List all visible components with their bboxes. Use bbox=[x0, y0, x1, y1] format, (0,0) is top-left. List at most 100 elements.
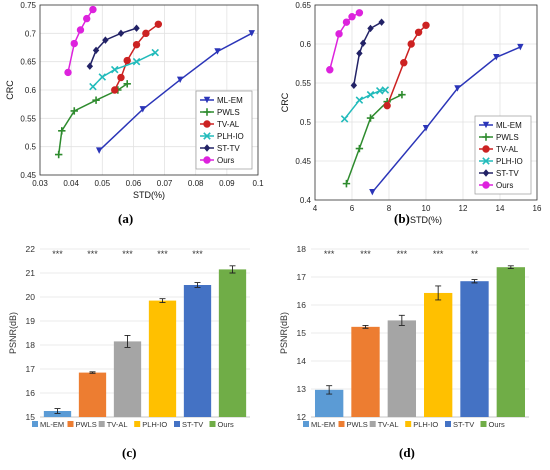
error-bar bbox=[159, 298, 166, 303]
legend-label: PWLS bbox=[347, 420, 368, 429]
legend-marker bbox=[482, 181, 490, 189]
legend-swatch bbox=[134, 421, 141, 427]
legend-swatch bbox=[480, 421, 487, 427]
legend-marker bbox=[482, 145, 490, 153]
data-point bbox=[493, 54, 500, 61]
legend-label: TV-AL bbox=[378, 420, 399, 429]
chart-a: 0.03 0.04 0.05 0.06 0.07 0.08 0.09 0.1 0.45 0.5 0.… bbox=[5, 1, 264, 200]
error-bar bbox=[471, 279, 478, 284]
legend-label: PWLS bbox=[496, 133, 519, 142]
data-point bbox=[154, 20, 163, 28]
y-tick-label: 0.6 bbox=[300, 40, 312, 49]
y-tick-label: 16 bbox=[26, 388, 36, 398]
data-point bbox=[92, 46, 100, 55]
x-tick-label: 0.03 bbox=[32, 179, 48, 188]
caption-a: (a) bbox=[118, 211, 134, 226]
chart-d-panel: 12 13 14 15 16 17 18 PSNR(dB) *** *** *** *** ** ML-E… bbox=[275, 232, 550, 470]
data-point bbox=[98, 73, 107, 81]
y-tick-label: 0.65 bbox=[20, 58, 36, 67]
series-plh-io bbox=[89, 48, 159, 91]
y-tick-label: 17 bbox=[26, 364, 36, 374]
y-tick-label: 17 bbox=[297, 272, 307, 282]
x-tick-label: 0.06 bbox=[126, 179, 142, 188]
legend-label: Ours bbox=[217, 156, 234, 165]
data-point bbox=[89, 82, 97, 91]
data-point bbox=[378, 18, 385, 26]
y-tick-label: 13 bbox=[297, 384, 307, 394]
bar-pwls bbox=[351, 326, 380, 417]
chart-c: 15 16 17 18 19 20 21 22 PSNR(dB) *** *** *** *** *** M… bbox=[8, 244, 250, 429]
y-tick-label: 0.5 bbox=[300, 118, 312, 127]
legend-label: ML-EM bbox=[311, 420, 335, 429]
series-plh-io bbox=[340, 86, 390, 123]
x-tick-label: 6 bbox=[350, 204, 355, 213]
legend-label: ML-EM bbox=[40, 420, 64, 429]
y-tick-label: 20 bbox=[26, 292, 36, 302]
data-point bbox=[422, 21, 430, 29]
data-point bbox=[454, 85, 461, 92]
significance-label: *** bbox=[157, 249, 168, 259]
chart-c-panel: 15 16 17 18 19 20 21 22 PSNR(dB) *** *** *** *** *** M… bbox=[0, 232, 275, 470]
data-point bbox=[92, 96, 100, 104]
data-point bbox=[117, 29, 125, 38]
data-point bbox=[355, 96, 364, 104]
data-point bbox=[407, 40, 415, 48]
data-point bbox=[355, 9, 364, 17]
y-tick-label: 0.55 bbox=[295, 79, 311, 88]
x-tick-label: 12 bbox=[459, 204, 468, 213]
data-point bbox=[400, 59, 408, 67]
data-point bbox=[70, 39, 78, 48]
y-tick-label: 0.5 bbox=[25, 143, 37, 152]
y-axis-label: CRC bbox=[280, 92, 290, 112]
legend-label: PWLS bbox=[217, 108, 240, 117]
significance-label: *** bbox=[192, 249, 203, 259]
data-point bbox=[123, 80, 131, 88]
x-tick-label: 14 bbox=[496, 204, 505, 213]
error-bar bbox=[435, 285, 442, 301]
data-point bbox=[102, 36, 109, 44]
legend-label: ST-TV bbox=[182, 420, 203, 429]
y-axis-label: PSNR(dB) bbox=[279, 312, 289, 354]
data-point bbox=[110, 65, 119, 74]
data-point bbox=[248, 30, 255, 37]
y-tick-label: 0.4 bbox=[300, 196, 312, 205]
legend-label: ML-EM bbox=[496, 121, 522, 130]
data-point bbox=[367, 24, 374, 33]
error-bar bbox=[398, 314, 405, 326]
legend-label: ST-TV bbox=[453, 420, 474, 429]
error-bar bbox=[362, 324, 369, 329]
bar-ours bbox=[218, 269, 247, 417]
series-ours bbox=[64, 5, 97, 77]
data-point bbox=[132, 40, 141, 49]
caption-d: (d) bbox=[399, 445, 415, 460]
legend-swatch bbox=[67, 421, 74, 427]
data-point bbox=[348, 13, 356, 21]
y-tick-label: 14 bbox=[297, 356, 307, 366]
bar-plh-io bbox=[148, 300, 177, 417]
x-tick-label: 8 bbox=[387, 204, 392, 213]
legend-box bbox=[474, 115, 532, 195]
x-axis-label: STD(%) bbox=[133, 190, 165, 200]
y-tick-label: 0.7 bbox=[25, 29, 37, 38]
y-tick-label: 0.75 bbox=[20, 1, 36, 10]
legend-swatch bbox=[303, 421, 309, 427]
series-pwls bbox=[342, 91, 406, 188]
legend-marker bbox=[482, 169, 490, 177]
data-point bbox=[86, 62, 94, 70]
data-point bbox=[142, 29, 150, 38]
data-point bbox=[123, 56, 131, 65]
chart-b-panel: 4 6 8 10 12 14 16 0.4 0.45 0.5 0.55 0.6 0.65 STD(%) CR… bbox=[275, 0, 550, 237]
y-tick-label: 16 bbox=[297, 300, 307, 310]
data-point bbox=[381, 86, 390, 94]
data-point bbox=[342, 179, 351, 188]
legend-label: Ours bbox=[496, 181, 513, 190]
series-ml-em bbox=[369, 43, 524, 196]
data-point bbox=[83, 14, 91, 23]
legend-swatch bbox=[98, 421, 105, 427]
series-tv-al bbox=[383, 21, 430, 110]
data-point bbox=[366, 114, 375, 122]
legend-label: TV-AL bbox=[217, 120, 240, 129]
data-point bbox=[76, 26, 85, 34]
legend-marker bbox=[482, 157, 490, 165]
data-point bbox=[340, 115, 349, 123]
